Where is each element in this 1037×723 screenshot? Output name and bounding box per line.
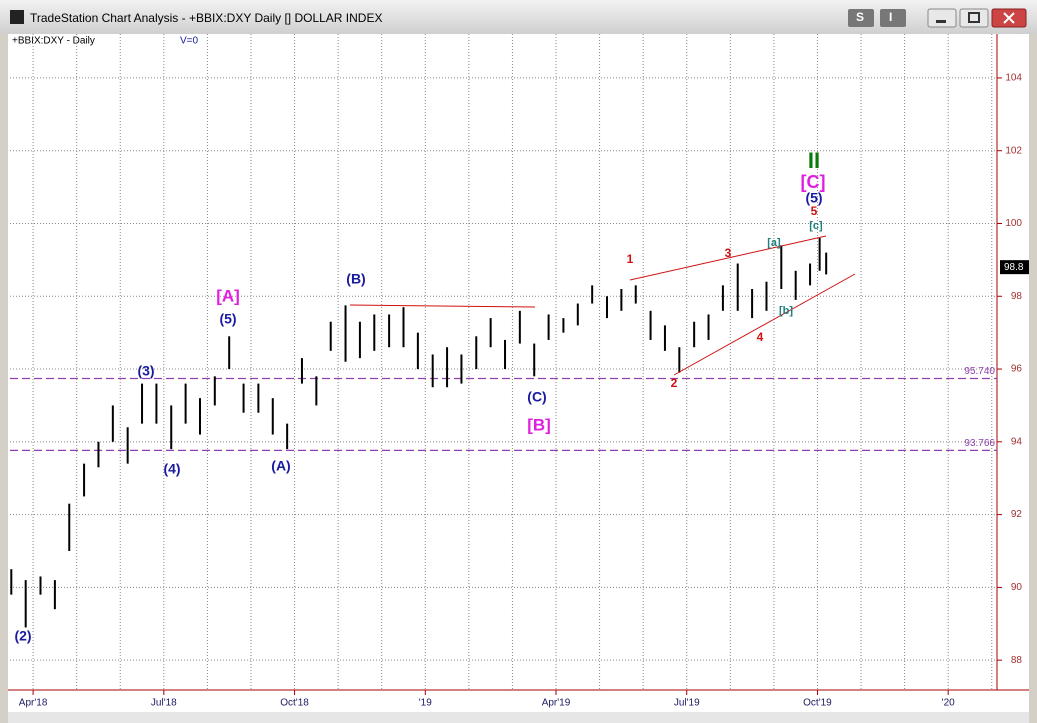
close-icon (1003, 12, 1015, 24)
minimize-button[interactable] (927, 8, 957, 28)
upper-trendline (629, 235, 827, 281)
wave-label: (2) (14, 628, 31, 644)
last-price-box (1000, 260, 1029, 275)
y-tick-label: 102 (1005, 145, 1022, 156)
y-tick-label: 94 (1011, 436, 1023, 447)
y-tick-label: 88 (1011, 655, 1023, 666)
s-button[interactable] (848, 9, 874, 27)
level-label: 93.766 (964, 438, 995, 449)
wave-label: [c] (809, 220, 823, 232)
symbol-label: +BBIX:DXY - Daily (12, 36, 95, 47)
wave-label: 3 (725, 246, 732, 260)
b-trendline (349, 304, 536, 308)
wave-label: 4 (757, 330, 764, 344)
x-tick-label: '20 (942, 698, 955, 709)
maximize-button[interactable] (959, 8, 989, 28)
i-button-label: I (889, 10, 892, 24)
wave-label: [C] (801, 172, 826, 192)
x-tick-label: Apr'18 (19, 698, 48, 709)
maximize-icon (968, 12, 980, 23)
minimize-icon (936, 20, 946, 23)
wave-label: (3) (137, 363, 154, 379)
wave-label: (B) (346, 271, 365, 287)
wave-label: 2 (671, 376, 678, 390)
y-tick-label: 96 (1011, 364, 1023, 375)
chart-area (8, 34, 1029, 712)
wave-label: [a] (767, 237, 781, 249)
x-tick-label: Jul'18 (151, 698, 177, 709)
wave-label: (A) (271, 458, 290, 474)
lower-trendline (673, 273, 856, 376)
wave-label: 5 (811, 204, 818, 218)
i-button[interactable] (880, 9, 906, 27)
volume-label: V=0 (180, 36, 199, 47)
y-tick-label: 90 (1011, 582, 1023, 593)
x-tick-label: '19 (419, 698, 432, 709)
app-icon (10, 10, 24, 24)
window-title: TradeStation Chart Analysis - +BBIX:DXY … (30, 11, 382, 25)
x-tick-label: Oct'18 (280, 698, 309, 709)
wave-label: (5) (805, 190, 822, 206)
y-tick-label: 104 (1005, 73, 1022, 84)
s-button-label: S (856, 10, 864, 24)
wave-label: (4) (163, 461, 180, 477)
wave-label: [b] (779, 305, 793, 317)
y-tick-label: 98 (1011, 291, 1023, 302)
wave-label: (5) (219, 311, 236, 327)
x-tick-label: Jul'19 (674, 698, 700, 709)
wave-label: [A] (216, 286, 240, 305)
wave-label: (C) (527, 389, 546, 405)
scroll-bar[interactable] (8, 712, 1029, 723)
wave-label: [B] (527, 415, 551, 434)
last-price-label: 98.8 (1004, 262, 1024, 273)
x-tick-label: Oct'19 (803, 698, 832, 709)
y-tick-label: 100 (1005, 218, 1022, 229)
level-label: 95.740 (964, 366, 995, 377)
wave-label: 1 (627, 252, 634, 266)
wave-label: II (808, 148, 820, 173)
y-tick-label: 92 (1011, 509, 1023, 520)
x-tick-label: Apr'19 (542, 698, 571, 709)
